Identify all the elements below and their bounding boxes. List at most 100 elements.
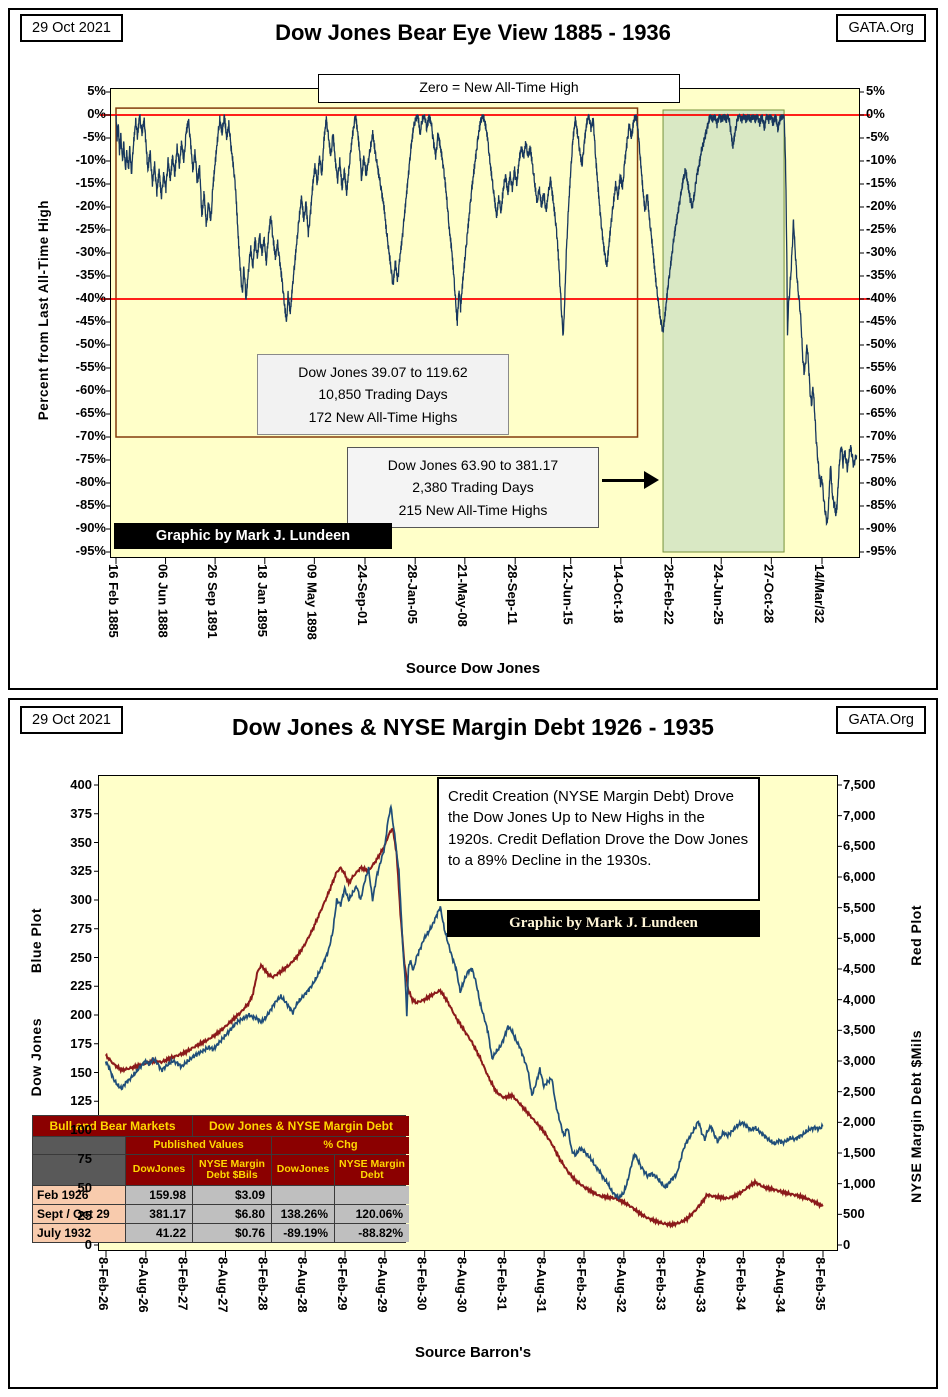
right-axis-tick-label: 1,500 <box>843 1145 876 1160</box>
table-column-header: DowJones <box>272 1155 334 1185</box>
x-axis-tick-label: 8-Aug-26 <box>135 1257 151 1313</box>
left-axis-tick-label: 75 <box>77 1150 92 1166</box>
x-axis-tick-label: 8-Feb-33 <box>653 1257 669 1311</box>
left-axis-tick-label: 325 <box>70 863 92 879</box>
left-axis-title: Dow Jones <box>28 1018 44 1097</box>
y-axis-tick-label: -20% <box>866 198 897 213</box>
y-axis-tick-label: -30% <box>75 244 106 259</box>
table-data-cell: 159.98 <box>126 1186 192 1204</box>
x-axis-tick-label: 24-Jun-25 <box>711 564 727 625</box>
table-row-label: Sept / Oct 29 <box>33 1205 125 1223</box>
source-label: Source Dow Jones <box>405 660 541 677</box>
x-axis-tick-label: 26 Sep 1891 <box>205 564 221 639</box>
annotation-line: 2,380 Trading Days <box>412 479 534 496</box>
right-axis-tick-label: 0 <box>843 1237 851 1252</box>
y-axis-tick-label: -45% <box>866 313 897 328</box>
x-axis-tick-label: 8-Feb-31 <box>494 1257 510 1311</box>
x-axis-tick-label: 8-Feb-28 <box>255 1257 271 1311</box>
gata-badge: GATA.Org <box>836 14 926 42</box>
y-axis-tick-label: -55% <box>75 359 106 374</box>
table-data-cell: -89.19% <box>272 1224 334 1242</box>
date-badge: 29 Oct 2021 <box>20 14 123 42</box>
x-axis-tick-label: 8-Feb-30 <box>414 1257 430 1311</box>
table-data-cell: -88.82% <box>335 1224 409 1242</box>
annotation-line: Dow Jones 39.07 to 119.62 <box>298 364 468 380</box>
source-label: Source Barron's <box>414 1344 532 1361</box>
y-axis-tick-label: -80% <box>866 474 897 489</box>
chart-title: Dow Jones Bear Eye View 1885 - 1936 <box>275 20 671 45</box>
table-data-cell: 138.26% <box>272 1205 334 1223</box>
right-axis-title-2: Red Plot <box>908 905 924 966</box>
y-axis-tick-label: -30% <box>866 244 897 259</box>
y-axis-tick-label: -5% <box>866 129 890 144</box>
x-axis-tick-label: 14/Mar/32 <box>812 564 827 624</box>
table-blank-cell <box>33 1155 125 1185</box>
x-axis-tick-label: 28-Feb-22 <box>661 564 677 625</box>
y-axis-tick-label: -95% <box>866 543 897 558</box>
right-axis-tick-label: 4,000 <box>843 991 876 1007</box>
y-axis-tick-label: -60% <box>866 382 897 397</box>
left-axis-tick-label: 225 <box>70 978 92 994</box>
y-axis-tick-label: -35% <box>75 267 106 282</box>
plot-border <box>98 775 838 1251</box>
y-axis-tick-label: -5% <box>82 129 106 144</box>
x-axis-tick-label: 8-Aug-31 <box>534 1257 550 1313</box>
x-axis-tick-label: 18 Jan 1895 <box>254 564 270 638</box>
right-axis-tick-label: 7,500 <box>843 777 876 792</box>
bull-bear-table: Bull and Bear Markets Dow Jones & NYSE Ma… <box>32 1115 409 1243</box>
era2-region <box>662 109 785 553</box>
margin-debt-panel: 29 Oct 2021 GATA.Org Dow Jones & NYSE Ma… <box>8 698 938 1389</box>
zero-note-box: Zero = New All-Time High <box>318 74 680 103</box>
annotation-line: Dow Jones 63.90 to 381.17 <box>387 457 559 473</box>
credit-creation-note: Credit Creation (NYSE Margin Debt) Drove… <box>437 777 760 901</box>
y-axis-tick-label: -15% <box>75 175 106 190</box>
y-axis-tick-label: -40% <box>866 290 897 305</box>
right-axis-tick-label: 6,500 <box>843 838 876 854</box>
y-axis-tick-label: -60% <box>75 382 106 397</box>
table-group-header: % Chg <box>272 1137 409 1154</box>
dow-jones-line <box>104 803 824 1200</box>
table-data-cell: 41.22 <box>126 1224 192 1242</box>
era1-annotation-box: Dow Jones 39.07 to 119.62 10,850 Trading… <box>257 354 509 436</box>
table-row-label: Feb 1926 <box>33 1186 125 1204</box>
table-title-cell: Bull and Bear Markets <box>33 1116 192 1136</box>
y-axis-tick-label: 0% <box>866 106 885 121</box>
y-axis-tick-label: -75% <box>866 451 897 466</box>
left-axis-tick-label: 50 <box>77 1179 92 1195</box>
y-axis-tick-label: -35% <box>866 267 897 282</box>
right-axis-tick-label: 3,500 <box>843 1022 876 1038</box>
x-axis-tick-label: 24-Sep-01 <box>355 564 370 626</box>
table-column-header: NYSE Margin Debt <box>335 1155 409 1185</box>
left-axis-tick-label: 25 <box>77 1208 92 1224</box>
right-axis-tick-label: 6,000 <box>843 869 876 884</box>
left-axis-tick-label: 250 <box>70 949 92 965</box>
y-axis-tick-label: -70% <box>866 428 897 443</box>
table-data-cell: $0.76 <box>193 1224 271 1242</box>
table-blank-cell <box>33 1137 125 1154</box>
y-axis-title: Percent from Last All-Time High <box>36 200 51 421</box>
right-axis-tick-label: 4,500 <box>843 961 876 976</box>
left-axis-tick-label: 400 <box>70 777 92 792</box>
x-axis-tick-label: 12-Jun-15 <box>560 564 576 625</box>
x-axis-tick-label: 8-Aug-30 <box>454 1257 470 1313</box>
y-axis-tick-label: 0% <box>87 106 106 121</box>
table-column-header: NYSE Margin Debt $Bils <box>193 1155 271 1185</box>
x-axis-tick-label: 8-Feb-27 <box>175 1257 191 1311</box>
annotation-line: 10,850 Trading Days <box>318 386 448 403</box>
y-axis-tick-label: -40% <box>75 290 106 305</box>
y-axis-tick-label: -75% <box>75 451 106 466</box>
y-axis-tick-label: -95% <box>75 543 106 558</box>
era2-annotation-box: Dow Jones 63.90 to 381.17 2,380 Trading … <box>347 447 599 529</box>
era1-region <box>115 107 639 438</box>
y-axis-tick-label: -10% <box>866 152 897 167</box>
x-axis-tick-label: 06 Jun 1888 <box>155 564 171 638</box>
table-column-header: DowJones <box>126 1155 192 1185</box>
left-axis-tick-label: 0 <box>84 1237 92 1252</box>
y-axis-tick-label: -85% <box>866 497 897 512</box>
annotation-line: 172 New All-Time Highs <box>308 408 458 425</box>
left-axis-tick-label: 300 <box>70 892 92 907</box>
left-axis-tick-label: 275 <box>70 920 92 936</box>
y-axis-tick-label: -25% <box>866 221 897 236</box>
x-axis-tick-label: 8-Feb-35 <box>813 1257 828 1311</box>
